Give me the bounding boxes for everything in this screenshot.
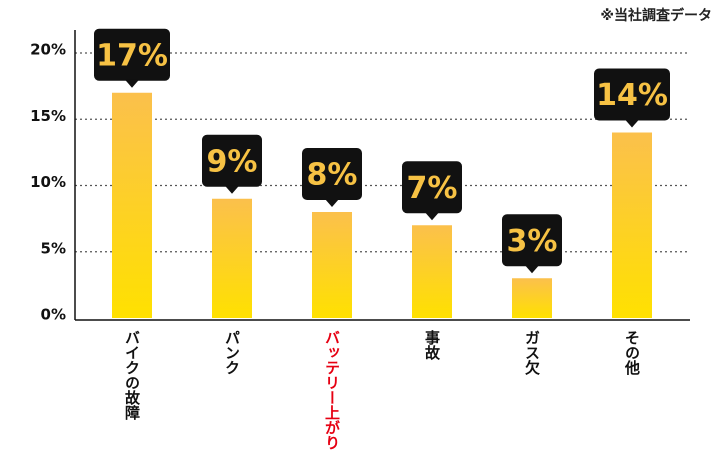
x-tick-label: その他 — [623, 330, 641, 375]
label-box — [594, 68, 670, 121]
y-tick-label: 10% — [30, 173, 66, 191]
bar — [212, 198, 252, 318]
label-pointer — [525, 265, 539, 274]
label-box — [302, 148, 362, 200]
bar — [312, 212, 352, 318]
label-box — [502, 214, 562, 267]
x-tick-label: バイクの故障 — [123, 330, 141, 420]
label-pointer — [225, 185, 239, 194]
bar — [112, 92, 152, 318]
bar — [512, 278, 552, 318]
x-tick-label: バッテリー上がり — [323, 330, 341, 450]
x-tick-label: ガス欠 — [523, 330, 541, 375]
value-label: 14% — [596, 78, 668, 113]
label-pointer — [425, 212, 439, 221]
label-pointer — [125, 79, 139, 88]
y-tick-label: 20% — [30, 41, 66, 59]
label-box — [402, 161, 462, 214]
y-tick-label: 5% — [41, 239, 66, 257]
value-label: 7% — [407, 171, 458, 206]
x-tick-label: パンク — [223, 330, 241, 375]
bar — [412, 225, 452, 318]
y-tick-label: 0% — [41, 306, 66, 324]
value-label: 3% — [507, 224, 558, 259]
label-box — [202, 134, 262, 187]
label-box — [94, 28, 170, 81]
y-tick-label: 15% — [30, 107, 66, 125]
value-label: 8% — [307, 158, 358, 193]
note: ※当社調査データ — [600, 7, 712, 24]
label-pointer — [325, 199, 339, 207]
value-label: 9% — [207, 144, 258, 179]
x-tick-label: 事故 — [423, 330, 441, 360]
value-label: 17% — [96, 38, 168, 73]
bar — [612, 132, 652, 318]
label-pointer — [625, 119, 639, 128]
